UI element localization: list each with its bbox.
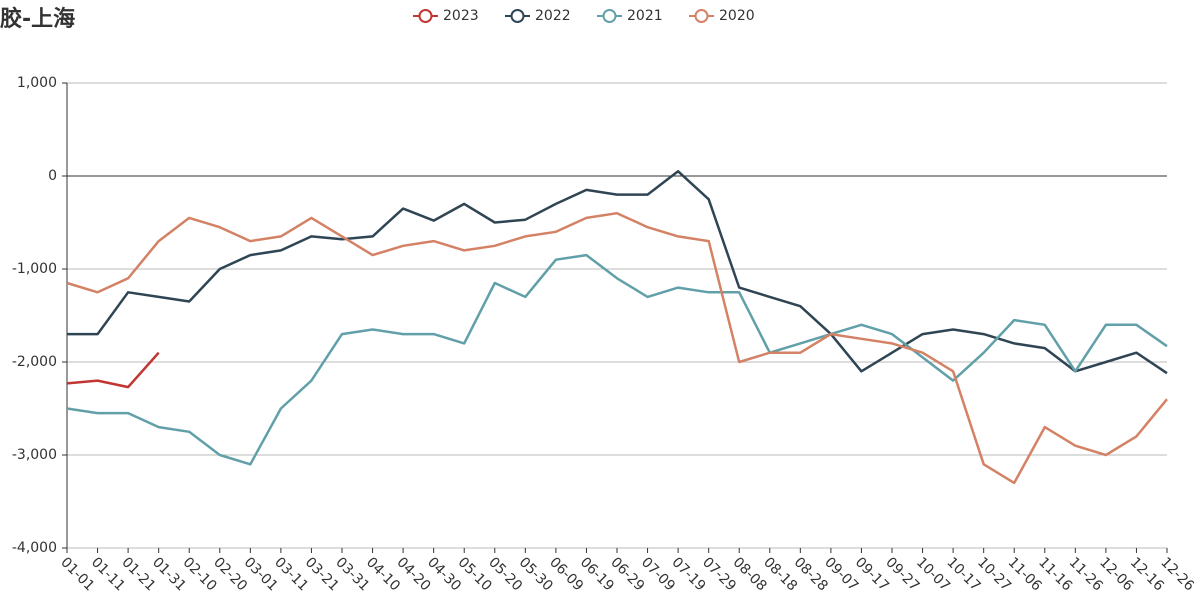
x-tick-label: 05-30 [516,554,556,594]
x-tick-label: 09-27 [882,554,922,594]
x-tick-label: 02-10 [180,554,220,594]
x-tick-label: 06-09 [546,554,586,594]
y-tick-label: 1,000 [17,75,57,91]
legend-label: 2023 [443,8,479,24]
x-tick-label: 07-19 [668,554,708,594]
x-tick-label: 01-31 [149,554,189,594]
x-tick-label: 01-21 [118,554,158,594]
x-tick-label: 03-21 [302,554,342,594]
x-tick-label: 05-20 [485,554,525,594]
x-tick-label: 12-06 [1096,554,1136,594]
x-tick-label: 11-26 [1066,554,1106,594]
x-tick-label: 08-28 [791,554,831,594]
y-tick-label: -1,000 [12,261,57,277]
legend-marker [602,9,617,23]
x-tick-label: 04-10 [363,554,403,594]
y-tick-label: -2,000 [12,354,57,370]
legend-item[interactable]: 2020 [689,8,755,24]
series-line [67,170,1168,375]
series-line [66,351,160,389]
x-tick-label: 09-17 [852,554,892,594]
x-tick-label: 01-01 [57,554,97,594]
legend-item[interactable]: 2022 [505,8,571,24]
x-tick-label: 06-29 [607,554,647,594]
series-line [66,211,1168,485]
x-tick-label: 06-19 [577,554,617,594]
legend-item[interactable]: 2021 [597,8,663,24]
legend-marker [694,9,709,23]
series-line [66,253,1168,466]
x-tick-label: 04-30 [424,554,464,594]
x-tick-label: 01-11 [88,554,128,594]
x-tick-label: 12-16 [1127,554,1167,594]
x-tick-label: 11-06 [1005,554,1045,594]
legend-marker [510,9,525,23]
x-tick-label: 11-16 [1035,554,1075,594]
y-tick-label: -3,000 [12,447,57,463]
x-tick-label: 07-29 [699,554,739,594]
y-tick-label: 0 [48,168,57,184]
legend-marker [418,9,433,23]
x-tick-label: 12-26 [1157,554,1194,594]
x-tick-label: 08-08 [730,554,770,594]
x-tick-label: 03-11 [271,554,311,594]
x-tick-label: 04-20 [393,554,433,594]
legend-item[interactable]: 2023 [413,8,479,24]
x-tick-label: 03-31 [332,554,372,594]
x-tick-label: 02-20 [210,554,250,594]
x-tick-label: 08-18 [760,554,800,594]
x-tick-label: 09-07 [821,554,861,594]
chart-title: 橡胶-上海 [0,6,75,32]
x-tick-label: 10-07 [913,554,953,594]
y-tick-label: -4,000 [12,540,57,556]
x-tick-label: 05-10 [455,554,495,594]
legend-label: 2022 [535,8,571,24]
legend-label: 2020 [719,8,755,24]
x-tick-label: 10-27 [974,554,1014,594]
x-tick-label: 10-17 [943,554,983,594]
legend-label: 2021 [627,8,663,24]
x-tick-label: 03-01 [241,554,281,594]
x-tick-label: 07-09 [638,554,678,594]
